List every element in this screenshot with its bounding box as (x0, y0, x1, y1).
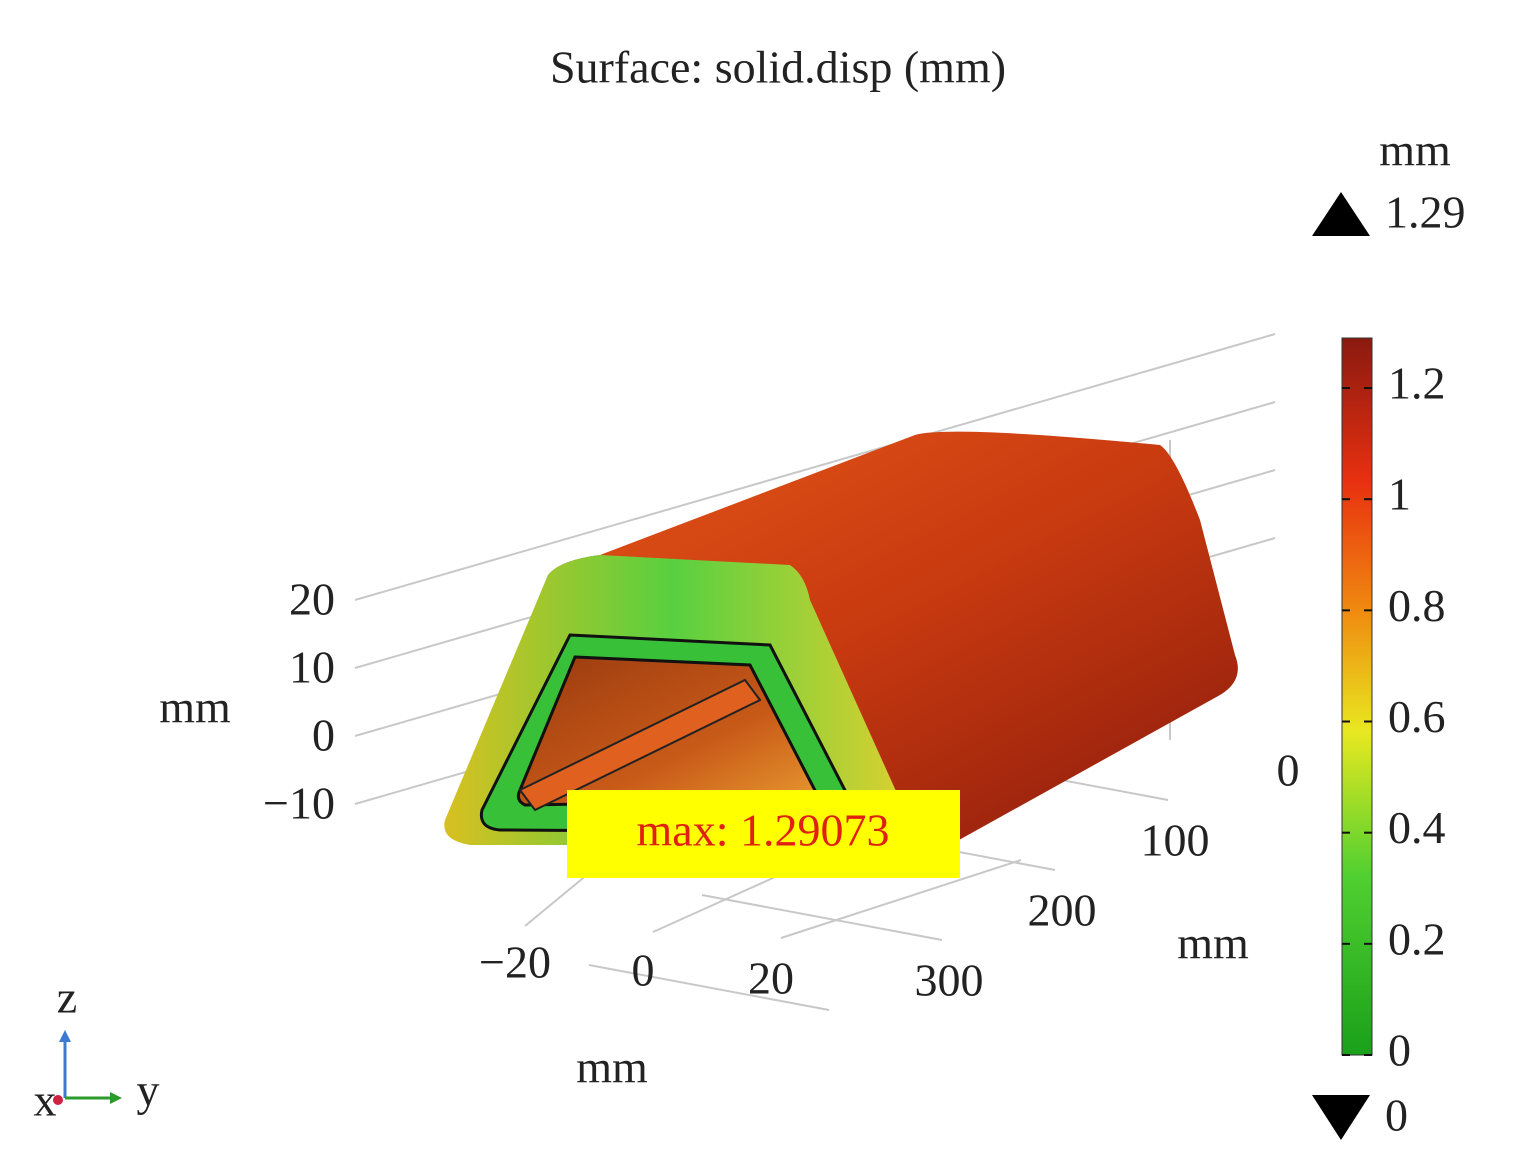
z-axis-label: mm (159, 682, 231, 733)
colorbar-tick-label: 0.2 (1388, 913, 1446, 964)
surface-body (444, 431, 1238, 845)
triad-x: x (34, 1075, 57, 1126)
z-tick-label: −10 (263, 778, 335, 829)
x-tick-label: 0 (632, 945, 655, 996)
y-tick-label: 100 (1141, 815, 1210, 866)
z-tick-label: 10 (289, 642, 335, 693)
min-marker (1312, 1095, 1370, 1140)
y-axis-label: mm (1177, 918, 1249, 969)
colorbar-tick-label: 1 (1388, 469, 1411, 520)
annotation: max: 1.29073 (637, 805, 890, 856)
colorbar-tick-label: 0 (1388, 1025, 1411, 1076)
z-tick-label: 0 (312, 710, 335, 761)
x-tick-label: 20 (748, 953, 794, 1004)
axis-triad: z x y (34, 972, 160, 1126)
colorbar-tick-label: 0.6 (1388, 691, 1446, 742)
grid-line (780, 859, 1022, 939)
x-axis-label: mm (576, 1042, 648, 1093)
grid-line (354, 333, 1276, 601)
colorbar-tick-label: 0.8 (1388, 580, 1446, 631)
colorbar-tick-label: 0.4 (1388, 802, 1446, 853)
grid-line (701, 894, 943, 941)
chart-title: Surface: solid.disp (mm) (550, 42, 1006, 93)
colorbar-tick-label: 1.2 (1388, 358, 1446, 409)
colorbar-unit: mm (1379, 125, 1451, 176)
colorbar-max: 1.29 (1385, 187, 1466, 238)
colorbar (1341, 337, 1373, 1056)
colorbar-min: 0 (1385, 1090, 1408, 1141)
annotation-box (567, 790, 960, 878)
x-tick-label: −20 (479, 937, 551, 988)
grid-line (588, 964, 830, 1011)
y-tick-label: 300 (915, 955, 984, 1006)
y-tick-label: 0 (1277, 745, 1300, 796)
max-marker (1312, 192, 1370, 236)
z-tick-label: 20 (289, 574, 335, 625)
y-tick-label: 200 (1028, 885, 1097, 936)
triad-z: z (57, 972, 77, 1023)
triad-y: y (137, 1065, 160, 1116)
